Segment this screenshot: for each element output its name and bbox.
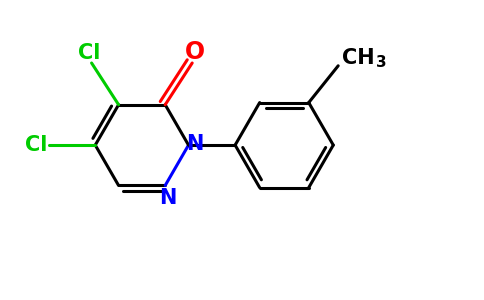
Text: N: N <box>159 188 176 208</box>
Text: 3: 3 <box>376 55 387 70</box>
Text: N: N <box>186 134 203 154</box>
Text: CH: CH <box>343 48 375 68</box>
Text: Cl: Cl <box>25 135 47 155</box>
Text: O: O <box>184 40 205 64</box>
Text: Cl: Cl <box>78 43 100 63</box>
